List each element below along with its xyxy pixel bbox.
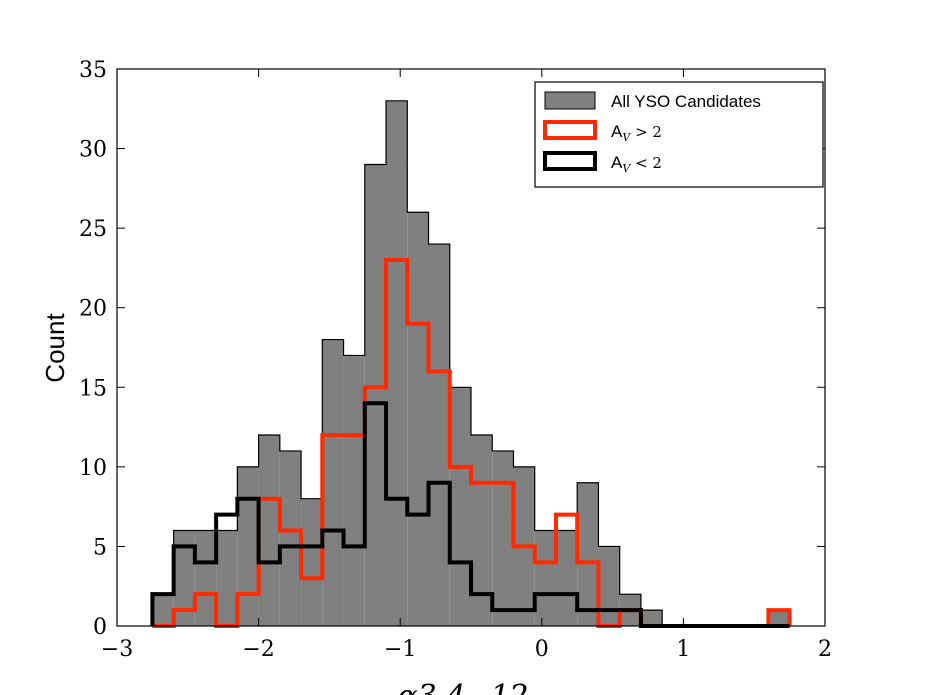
bar-all-9 bbox=[343, 355, 365, 626]
y-tick-label-0: 0 bbox=[93, 615, 107, 640]
plot-frame bbox=[116, 68, 826, 627]
bar-all-15 bbox=[471, 435, 493, 626]
bar-all-29 bbox=[768, 610, 790, 626]
legend-swatch-av-lt-2 bbox=[543, 151, 597, 171]
legend-label-av-gt-2: AV > 2 bbox=[611, 122, 662, 144]
histogram-series bbox=[150, 100, 792, 628]
x-tick-label-5: 2 bbox=[818, 637, 832, 662]
y-tick-label-2: 10 bbox=[79, 456, 107, 481]
bar-all-12 bbox=[407, 212, 429, 627]
bar-all-18 bbox=[534, 530, 556, 626]
legend-label-all: All YSO Candidates bbox=[611, 92, 761, 111]
bar-all-2 bbox=[194, 530, 217, 626]
x-tick-label-3: 0 bbox=[535, 637, 549, 662]
x-tick-label-4: 1 bbox=[676, 637, 690, 662]
bar-all-21 bbox=[598, 546, 620, 626]
y-tick-label-7: 35 bbox=[79, 58, 107, 83]
legend-swatch-av-gt-2 bbox=[543, 120, 597, 140]
y-axis-label: Count bbox=[40, 313, 70, 383]
bar-all-13 bbox=[428, 244, 450, 626]
x-tick-label-2: −1 bbox=[384, 637, 416, 662]
y-tick-label-4: 20 bbox=[79, 297, 107, 322]
bar-all-8 bbox=[322, 339, 344, 626]
bar-all-23 bbox=[640, 610, 663, 626]
x-tick-label-1: −2 bbox=[242, 637, 274, 662]
series-0 bbox=[151, 100, 791, 627]
y-tick-label-5: 25 bbox=[79, 217, 107, 242]
bar-all-19 bbox=[555, 530, 578, 626]
bar-all-14 bbox=[449, 387, 471, 626]
bar-all-10 bbox=[364, 164, 387, 627]
x-axis-label: α3.4−12 bbox=[397, 679, 528, 695]
legend-label-av-lt-2: AV < 2 bbox=[611, 153, 662, 175]
bar-all-11 bbox=[386, 100, 408, 626]
legend: All YSO Candidates AV > 2 AV < 2 bbox=[534, 81, 824, 188]
bar-all-16 bbox=[492, 450, 514, 626]
x-tick-label-0: −3 bbox=[101, 637, 133, 662]
bar-all-20 bbox=[577, 482, 599, 626]
bar-all-6 bbox=[279, 450, 302, 626]
bar-all-3 bbox=[216, 530, 238, 626]
bar-all-0 bbox=[152, 594, 174, 626]
bar-all-4 bbox=[237, 466, 259, 626]
step-line-2 bbox=[150, 401, 790, 628]
series-2 bbox=[150, 401, 790, 628]
bar-all-1 bbox=[173, 530, 195, 626]
y-tick-label-1: 5 bbox=[93, 535, 107, 560]
bar-all-5 bbox=[258, 435, 280, 626]
bar-all-7 bbox=[301, 498, 323, 626]
y-tick-label-6: 30 bbox=[79, 138, 107, 163]
y-tick-label-3: 15 bbox=[79, 376, 107, 401]
legend-swatch-all bbox=[544, 91, 596, 110]
